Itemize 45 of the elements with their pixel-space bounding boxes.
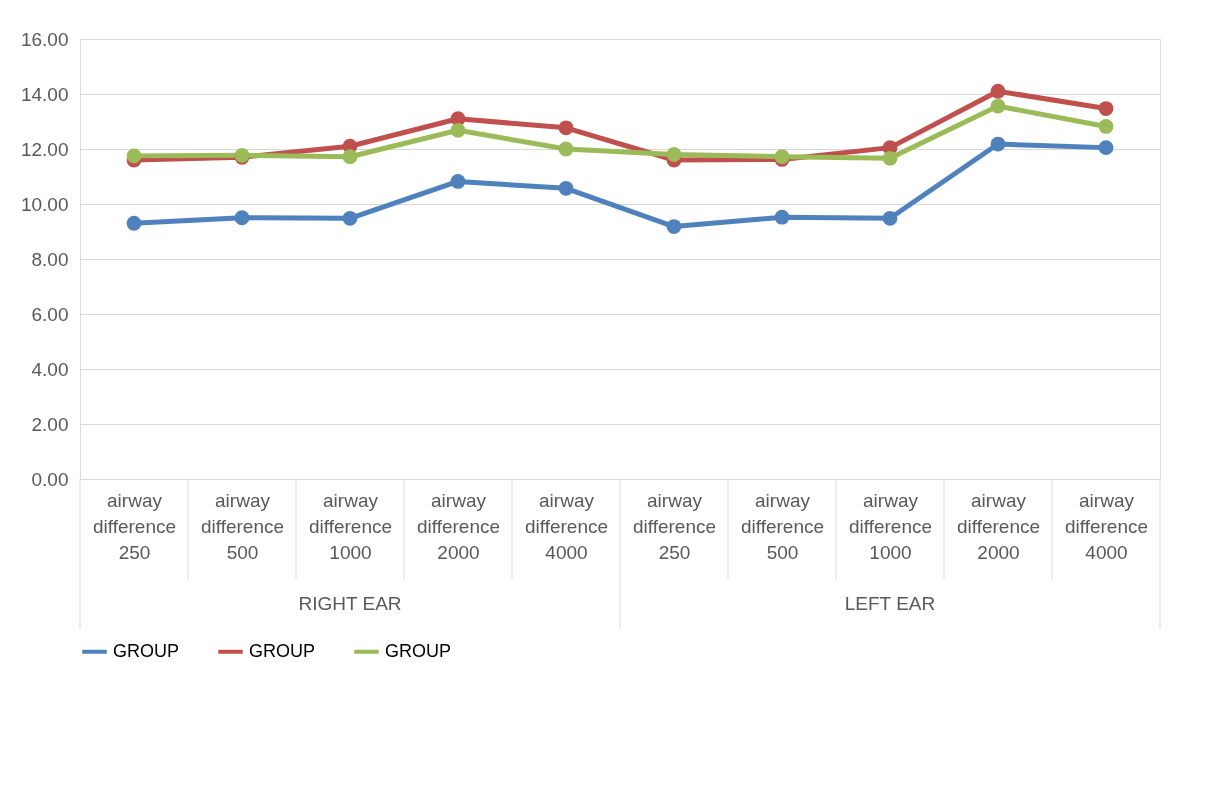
x-tick-label: airway difference 500 xyxy=(740,489,825,563)
x-tick-label: airway difference 250 xyxy=(92,489,177,563)
point xyxy=(990,98,1006,114)
point xyxy=(126,215,142,231)
point xyxy=(450,174,466,189)
y-tick-label: 8.00 xyxy=(31,248,69,270)
point xyxy=(234,210,250,226)
x-tick-label: airway difference 1000 xyxy=(848,489,933,563)
y-tick-label: 0.00 xyxy=(31,468,69,490)
point xyxy=(666,147,682,162)
point xyxy=(558,141,574,157)
point xyxy=(882,210,898,226)
x-tick-label: airway difference 4000 xyxy=(524,489,609,563)
y-tick-label: 12.00 xyxy=(20,138,69,160)
point xyxy=(882,150,898,166)
x-tick-label: airway difference 2000 xyxy=(416,489,501,563)
point xyxy=(342,210,358,226)
x-tick-label: airway difference 4000 xyxy=(1064,489,1149,563)
x-tick-label: airway difference 250 xyxy=(632,489,717,563)
y-tick-label: 10.00 xyxy=(20,193,69,215)
text: RIGHT EAR xyxy=(298,593,402,614)
y-tick-label: 14.00 xyxy=(20,83,69,105)
x-tick-label: airway difference 500 xyxy=(200,489,285,563)
point xyxy=(774,209,790,225)
point xyxy=(342,149,358,165)
point xyxy=(126,148,142,164)
point xyxy=(1098,140,1114,156)
point xyxy=(990,83,1006,99)
point xyxy=(1098,119,1114,134)
y-tick-label: 2.00 xyxy=(31,413,69,435)
legend-label: GROUP xyxy=(249,640,316,661)
x-tick-label: airway difference 1000 xyxy=(308,489,393,563)
y-tick-label: 4.00 xyxy=(31,358,69,380)
point xyxy=(450,122,466,138)
x-tick-label: airway difference 2000 xyxy=(956,489,1041,563)
y-tick-label: 16.00 xyxy=(20,28,69,50)
point xyxy=(558,180,574,196)
point xyxy=(990,136,1006,152)
text: LEFT EAR xyxy=(844,593,936,614)
point xyxy=(666,219,682,234)
point xyxy=(1098,101,1114,116)
y-tick-label: 6.00 xyxy=(31,303,69,325)
legend-label: GROUP xyxy=(385,640,452,661)
legend-label: GROUP xyxy=(113,640,180,661)
point xyxy=(558,120,574,136)
